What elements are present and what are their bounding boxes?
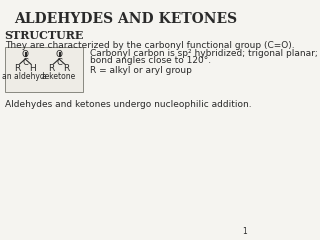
Text: R: R — [63, 64, 69, 73]
Text: C: C — [22, 58, 28, 67]
Text: O: O — [56, 50, 62, 59]
Text: STRUCTURE: STRUCTURE — [5, 30, 84, 41]
Text: Carbonyl carbon is sp² hybridized; trigonal planar;: Carbonyl carbon is sp² hybridized; trigo… — [90, 49, 317, 58]
Text: 1: 1 — [243, 227, 247, 236]
Text: ALDEHYDES AND KETONES: ALDEHYDES AND KETONES — [14, 12, 237, 26]
Text: They are characterized by the carbonyl functional group (C=O).: They are characterized by the carbonyl f… — [5, 41, 294, 50]
Text: H: H — [29, 64, 36, 73]
Text: R = alkyl or aryl group: R = alkyl or aryl group — [90, 66, 192, 75]
Text: Aldehydes and ketones undergo nucleophilic addition.: Aldehydes and ketones undergo nucleophil… — [5, 100, 251, 109]
Text: an aldehyde: an aldehyde — [2, 72, 49, 81]
Text: bond angles close to 120°.: bond angles close to 120°. — [90, 56, 211, 65]
Text: a ketone: a ketone — [43, 72, 76, 81]
FancyBboxPatch shape — [5, 47, 84, 92]
Text: C: C — [56, 58, 62, 67]
Text: R: R — [14, 64, 20, 73]
Text: R: R — [48, 64, 54, 73]
Text: O: O — [22, 50, 29, 59]
